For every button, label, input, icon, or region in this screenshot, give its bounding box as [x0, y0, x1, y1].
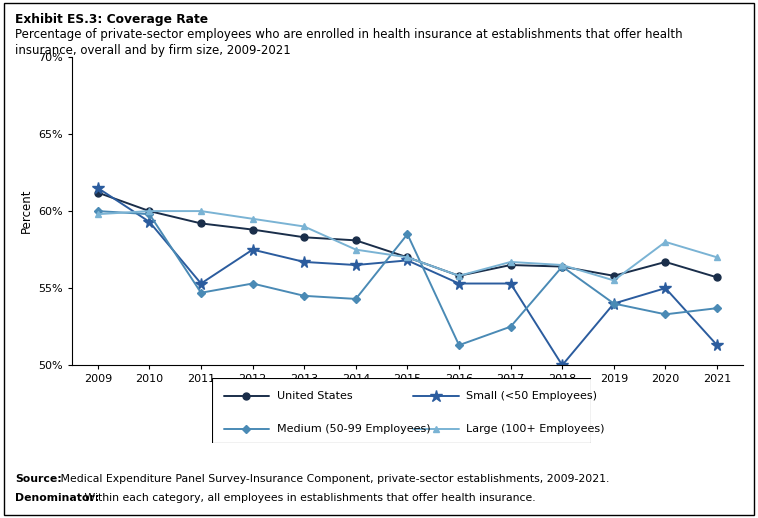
Text: Large (100+ Employees): Large (100+ Employees) [466, 424, 605, 434]
Text: Medium (50-99 Employees): Medium (50-99 Employees) [277, 424, 431, 434]
Text: United States: United States [277, 391, 352, 401]
Text: Small (<50 Employees): Small (<50 Employees) [466, 391, 597, 401]
Text: Source:: Source: [15, 474, 62, 484]
Text: Medical Expenditure Panel Survey-Insurance Component, private-sector establishme: Medical Expenditure Panel Survey-Insuran… [57, 474, 609, 484]
Text: insurance, overall and by firm size, 2009-2021: insurance, overall and by firm size, 200… [15, 44, 291, 57]
Text: Exhibit ES.3: Coverage Rate: Exhibit ES.3: Coverage Rate [15, 13, 208, 26]
Text: Percentage of private-sector employees who are enrolled in health insurance at e: Percentage of private-sector employees w… [15, 28, 683, 41]
FancyBboxPatch shape [212, 378, 591, 443]
Y-axis label: Percent: Percent [20, 189, 33, 233]
Text: Within each category, all employees in establishments that offer health insuranc: Within each category, all employees in e… [81, 493, 536, 503]
Text: Denominator:: Denominator: [15, 493, 99, 503]
